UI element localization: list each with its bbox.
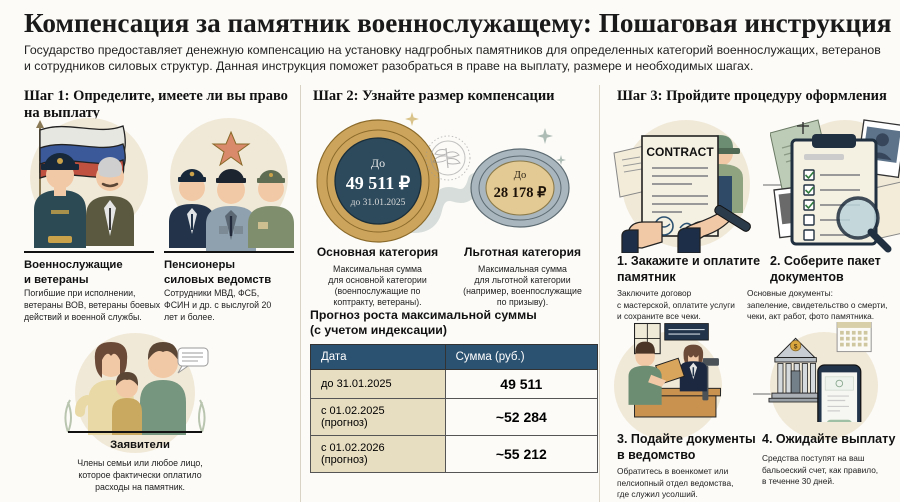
svg-text:До: До [514,170,526,181]
svg-text:до 31.01.2025: до 31.01.2025 [351,198,406,208]
svg-text:28 178 ₽: 28 178 ₽ [494,185,548,201]
svg-text:49 511 ₽: 49 511 ₽ [346,173,411,193]
svg-text:CONTRACT: CONTRACT [646,145,714,159]
svg-text:$: $ [794,344,798,351]
svg-text:До: До [371,156,385,170]
